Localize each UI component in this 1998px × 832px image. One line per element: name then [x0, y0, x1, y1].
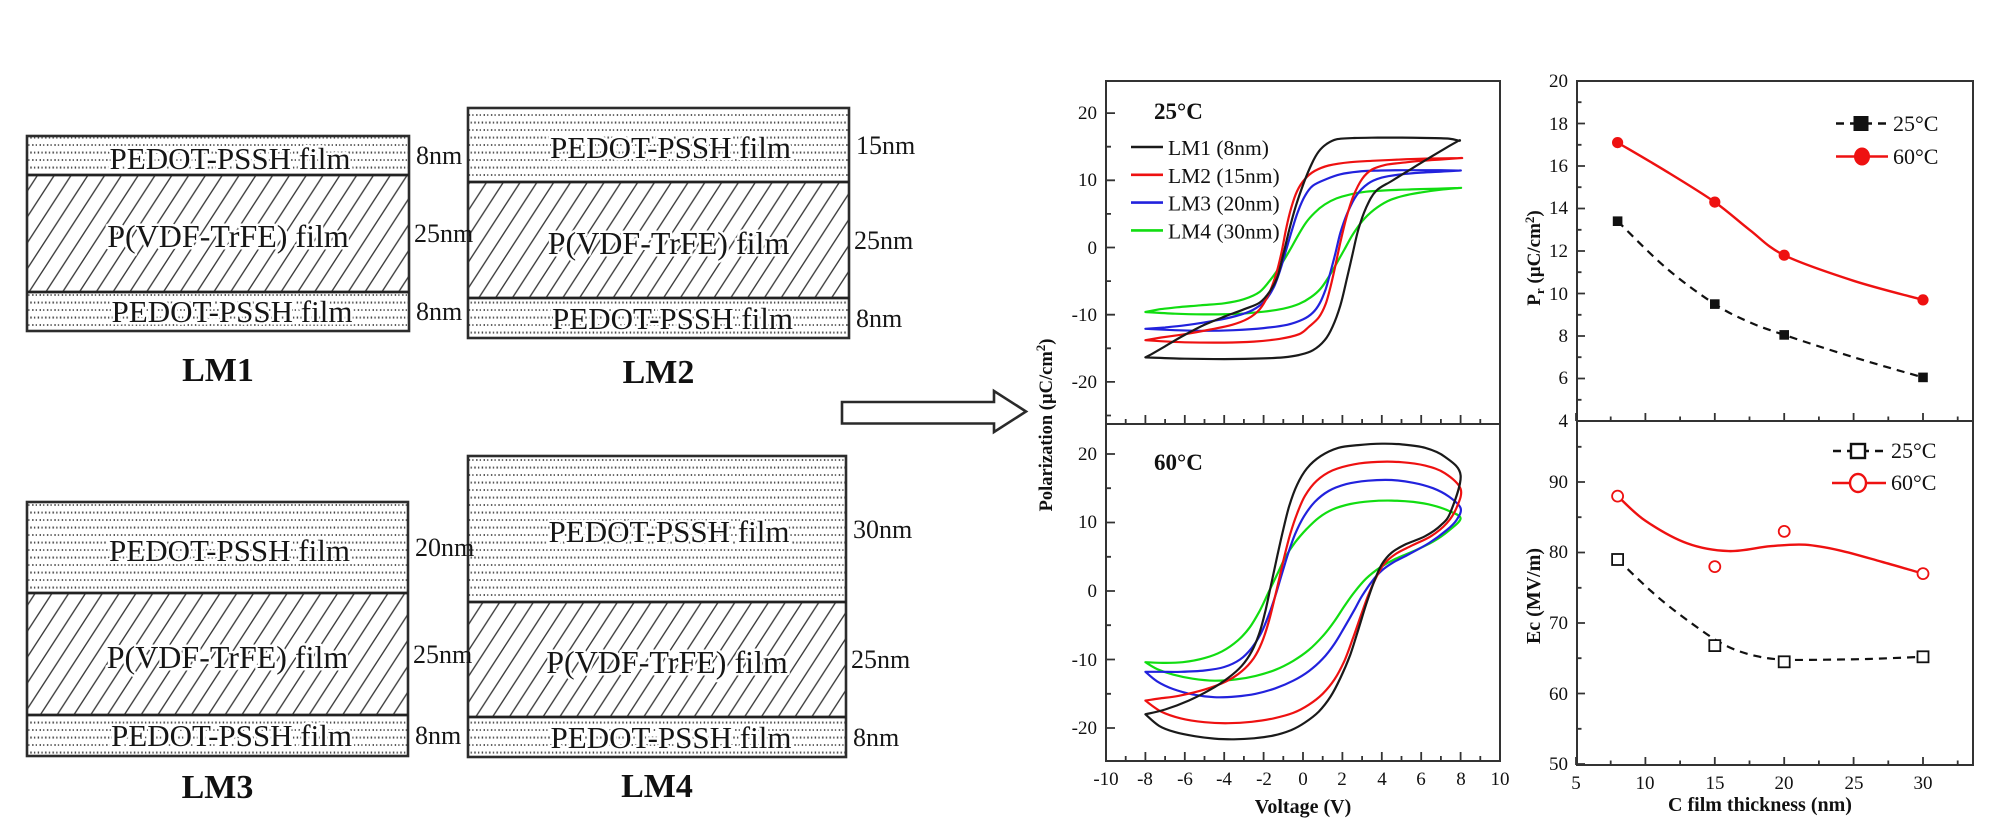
svg-text:10: 10	[1078, 170, 1097, 191]
svg-text:PEDOT-PSSH film: PEDOT-PSSH film	[551, 720, 792, 755]
svg-text:-4: -4	[1216, 769, 1232, 790]
svg-text:25°C: 25°C	[1891, 438, 1936, 463]
svg-text:8nm: 8nm	[416, 141, 462, 170]
svg-text:10: 10	[1549, 284, 1568, 305]
svg-text:PEDOT-PSSH film: PEDOT-PSSH film	[112, 294, 353, 329]
svg-text:P(VDF-TrFE) film: P(VDF-TrFE) film	[107, 639, 349, 675]
svg-text:LM1: LM1	[182, 352, 254, 389]
svg-text:60: 60	[1549, 684, 1568, 705]
svg-text:80: 80	[1549, 542, 1568, 563]
svg-text:15: 15	[1706, 773, 1725, 794]
svg-text:C film thickness (nm): C film thickness (nm)	[1668, 794, 1852, 816]
svg-text:8nm: 8nm	[853, 723, 899, 752]
svg-text:8nm: 8nm	[856, 304, 902, 333]
svg-text:0: 0	[1298, 769, 1308, 790]
svg-text:-20: -20	[1072, 372, 1097, 393]
svg-text:15nm: 15nm	[856, 131, 915, 160]
svg-text:12: 12	[1549, 241, 1568, 262]
svg-text:8: 8	[1456, 769, 1466, 790]
svg-text:4: 4	[1559, 411, 1569, 432]
svg-text:-20: -20	[1072, 718, 1097, 739]
svg-text:25nm: 25nm	[414, 219, 473, 248]
svg-text:20: 20	[1549, 71, 1568, 92]
svg-text:-10: -10	[1072, 650, 1097, 671]
svg-text:PEDOT-PSSH film: PEDOT-PSSH film	[110, 141, 351, 176]
svg-text:10: 10	[1491, 769, 1510, 790]
svg-text:20: 20	[1078, 444, 1097, 465]
svg-text:90: 90	[1549, 472, 1568, 493]
svg-text:2: 2	[1337, 769, 1347, 790]
svg-text:20nm: 20nm	[415, 533, 474, 562]
svg-text:8: 8	[1559, 326, 1569, 347]
svg-text:LM4 (30nm): LM4 (30nm)	[1168, 219, 1280, 243]
svg-text:-2: -2	[1256, 769, 1272, 790]
svg-text:0: 0	[1088, 238, 1098, 259]
svg-text:PEDOT-PSSH film: PEDOT-PSSH film	[549, 514, 790, 549]
svg-text:P(VDF-TrFE) film: P(VDF-TrFE) film	[546, 644, 788, 680]
svg-text:30nm: 30nm	[853, 515, 912, 544]
svg-text:Ec (MV/m): Ec (MV/m)	[1523, 548, 1545, 644]
svg-text:20: 20	[1775, 773, 1794, 794]
svg-text:25°C: 25°C	[1893, 111, 1938, 136]
svg-text:25°C: 25°C	[1154, 99, 1203, 124]
svg-text:60°C: 60°C	[1893, 144, 1938, 169]
svg-text:P(VDF-TrFE) film: P(VDF-TrFE) film	[548, 225, 790, 261]
svg-text:20: 20	[1078, 103, 1097, 124]
svg-text:LM4: LM4	[621, 768, 693, 805]
svg-text:-8: -8	[1137, 769, 1153, 790]
svg-text:LM2: LM2	[623, 354, 695, 391]
svg-text:4: 4	[1377, 769, 1387, 790]
svg-text:LM3: LM3	[182, 769, 254, 806]
svg-text:10: 10	[1636, 773, 1655, 794]
svg-text:Pr (µC/cm2): Pr (µC/cm2)	[1522, 210, 1547, 306]
svg-text:0: 0	[1088, 581, 1098, 602]
svg-text:10: 10	[1078, 512, 1097, 533]
svg-text:60°C: 60°C	[1891, 470, 1936, 495]
svg-text:30: 30	[1914, 773, 1933, 794]
svg-text:8nm: 8nm	[415, 721, 461, 750]
svg-text:P(VDF-TrFE) film: P(VDF-TrFE) film	[107, 218, 349, 254]
svg-text:6: 6	[1416, 769, 1426, 790]
svg-text:5: 5	[1571, 773, 1581, 794]
svg-text:PEDOT-PSSH film: PEDOT-PSSH film	[552, 301, 793, 336]
svg-text:18: 18	[1549, 114, 1568, 135]
svg-text:-10: -10	[1093, 769, 1118, 790]
svg-text:6: 6	[1559, 368, 1569, 389]
svg-text:PEDOT-PSSH film: PEDOT-PSSH film	[550, 130, 791, 165]
svg-text:-10: -10	[1072, 305, 1097, 326]
svg-text:25nm: 25nm	[413, 640, 472, 669]
svg-text:70: 70	[1549, 613, 1568, 634]
svg-text:Polarization (µC/cm2): Polarization (µC/cm2)	[1033, 339, 1057, 512]
svg-text:50: 50	[1549, 754, 1568, 775]
svg-text:8nm: 8nm	[416, 297, 462, 326]
svg-text:PEDOT-PSSH film: PEDOT-PSSH film	[109, 533, 350, 568]
svg-text:PEDOT-PSSH film: PEDOT-PSSH film	[111, 718, 352, 753]
svg-text:25: 25	[1845, 773, 1864, 794]
svg-text:14: 14	[1549, 198, 1569, 219]
svg-text:LM2 (15nm): LM2 (15nm)	[1168, 164, 1280, 188]
svg-text:60°C: 60°C	[1154, 450, 1203, 475]
svg-text:Voltage (V): Voltage (V)	[1255, 796, 1351, 818]
svg-text:-6: -6	[1177, 769, 1193, 790]
svg-text:16: 16	[1549, 156, 1568, 177]
svg-text:LM3 (20nm): LM3 (20nm)	[1168, 192, 1280, 216]
svg-text:LM1 (8nm): LM1 (8nm)	[1168, 136, 1269, 160]
svg-text:25nm: 25nm	[851, 645, 910, 674]
svg-text:25nm: 25nm	[854, 226, 913, 255]
